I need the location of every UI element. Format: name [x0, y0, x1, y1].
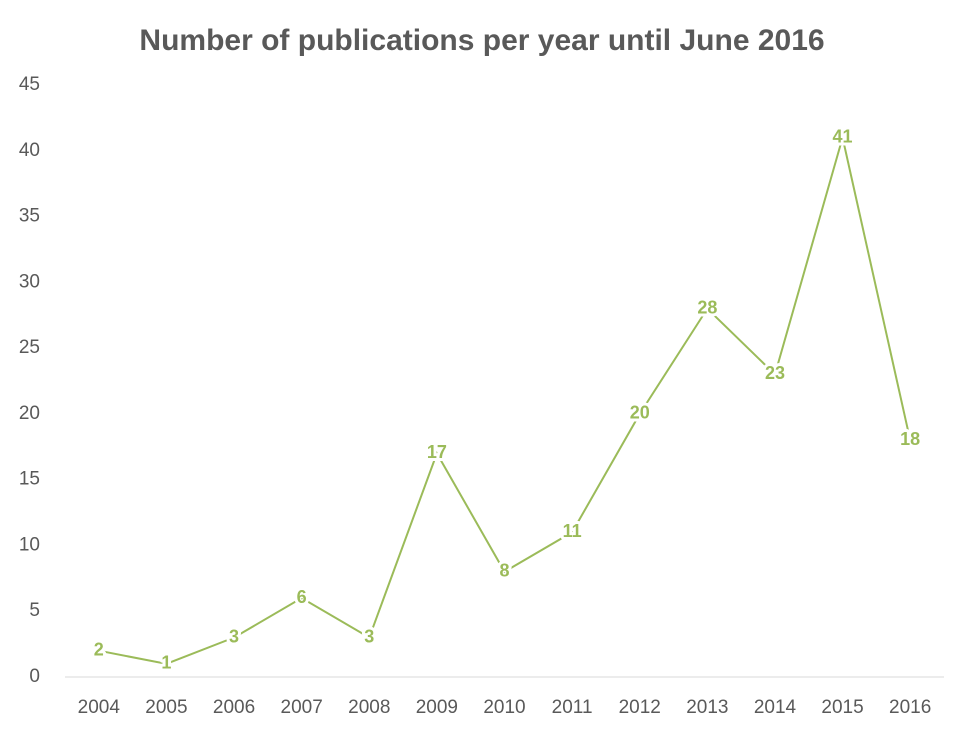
y-tick-label: 30	[19, 271, 40, 292]
x-tick-label: 2014	[754, 697, 797, 718]
data-label: 3	[229, 626, 239, 646]
data-label: 28	[697, 297, 717, 317]
data-label: 1	[161, 653, 171, 673]
y-tick-label: 15	[19, 469, 40, 490]
data-label: 18	[900, 429, 920, 449]
x-tick-label: 2013	[686, 697, 728, 718]
x-tick-label: 2015	[821, 697, 863, 718]
y-tick-label: 40	[19, 140, 40, 161]
data-label: 23	[765, 363, 785, 383]
x-tick-label: 2006	[213, 697, 255, 718]
y-tick-label: 45	[19, 74, 40, 95]
x-tick-label: 2007	[281, 697, 323, 718]
data-label: 6	[297, 587, 307, 607]
x-tick-label: 2005	[145, 697, 187, 718]
x-tick-label: 2009	[416, 697, 458, 718]
x-tick-label: 2012	[619, 697, 661, 718]
y-tick-label: 5	[29, 600, 40, 621]
data-label: 41	[833, 126, 853, 146]
x-tick-label: 2016	[889, 697, 931, 718]
data-label: 11	[563, 521, 582, 541]
data-label: 8	[499, 561, 509, 581]
data-label: 17	[427, 442, 447, 462]
data-label: 2	[94, 639, 104, 659]
line	[98, 137, 912, 665]
y-tick-label: 0	[29, 666, 40, 687]
y-tick-label: 20	[19, 403, 40, 424]
y-tick-label: 10	[19, 534, 40, 555]
x-tick-label: 2011	[552, 697, 593, 718]
y-tick-label: 35	[19, 206, 40, 227]
x-tick-label: 2010	[483, 697, 525, 718]
y-tick-label: 25	[19, 337, 40, 358]
data-label: 3	[364, 626, 374, 646]
data-label: 20	[630, 403, 650, 423]
x-tick-label: 2004	[78, 697, 121, 718]
chart-title: Number of publications per year until Ju…	[139, 24, 824, 57]
x-tick-label: 2008	[348, 697, 390, 718]
